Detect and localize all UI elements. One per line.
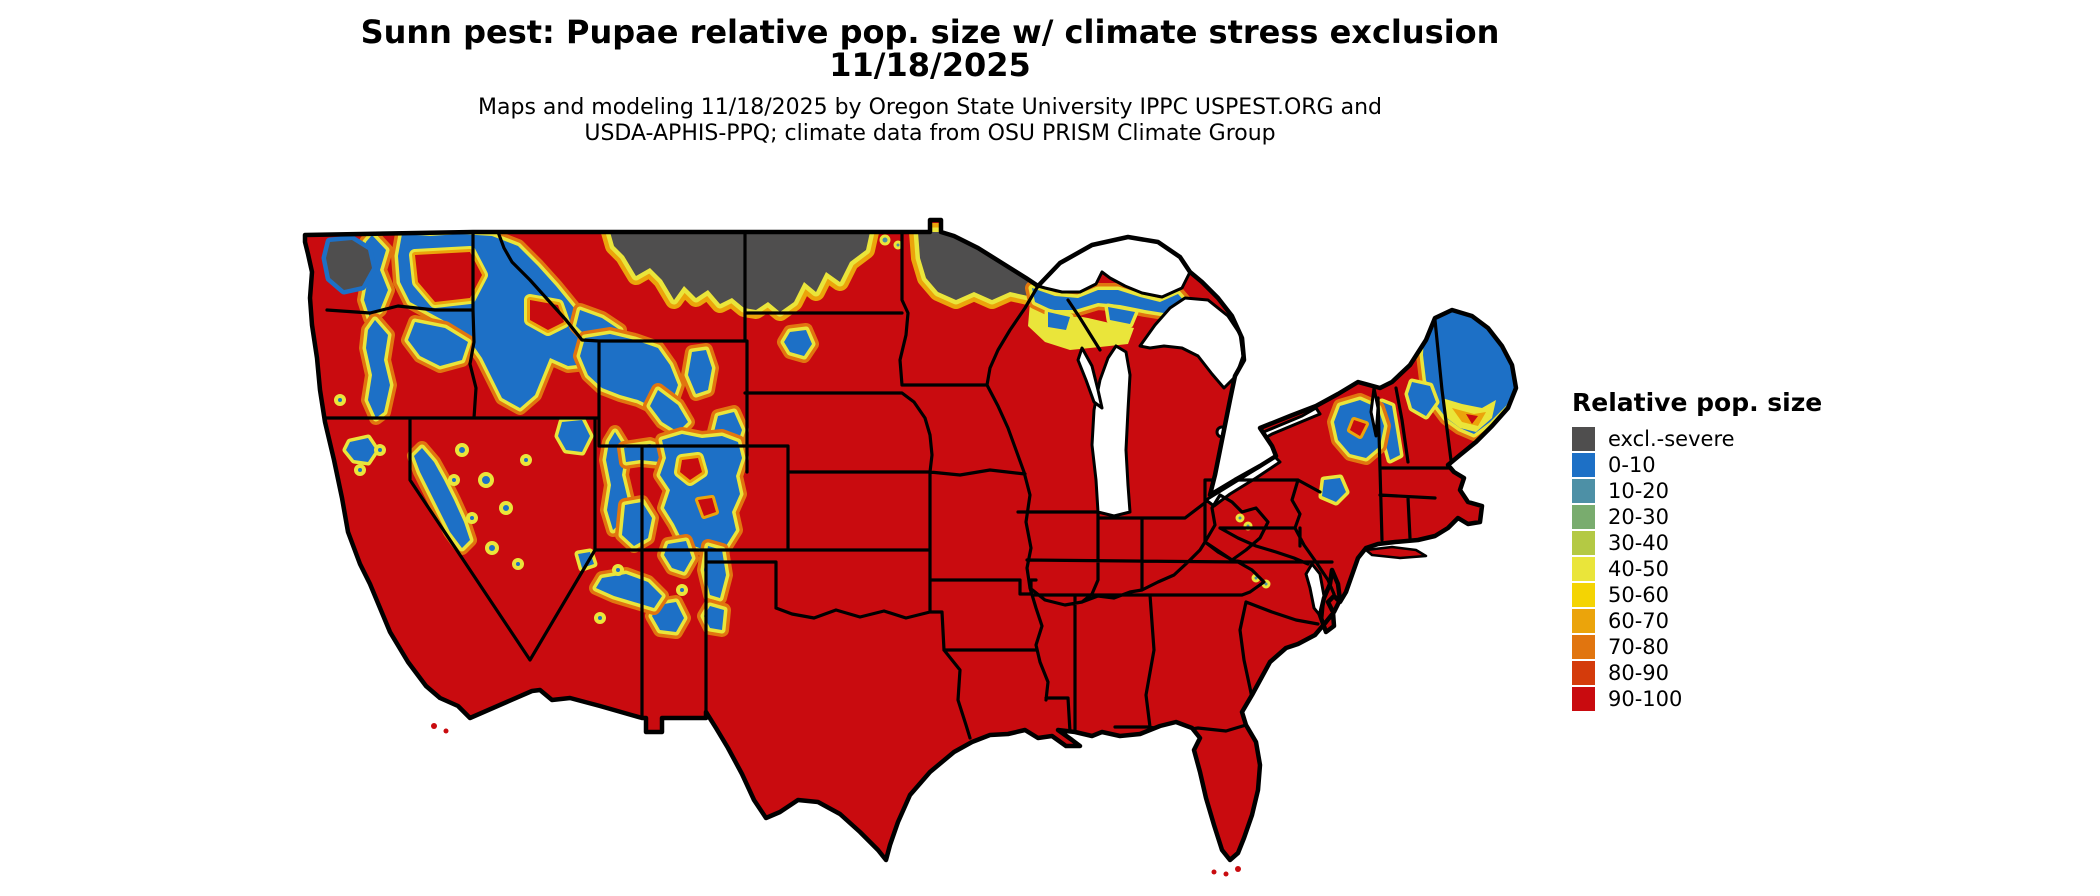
legend-label: 90-100 <box>1608 687 1683 711</box>
legend-title: Relative pop. size <box>1572 388 1823 417</box>
legend-label: 70-80 <box>1608 635 1670 659</box>
legend-row: 0-10 <box>1572 453 1822 477</box>
legend-label: 60-70 <box>1608 609 1670 633</box>
legend-swatch-p20_30 <box>1572 505 1595 529</box>
florida-keys-speck <box>1235 866 1241 872</box>
legend-swatch-excl <box>1572 427 1595 451</box>
map-subtitle-line1: Maps and modeling 11/18/2025 by Oregon S… <box>478 95 1382 121</box>
legend-swatch-p70_80 <box>1572 635 1595 659</box>
map-title-line1: Sunn pest: Pupae relative pop. size w/ c… <box>360 13 1500 51</box>
page-header: Sunn pest: Pupae relative pop. size w/ c… <box>0 16 1860 147</box>
map-title-line2: 11/18/2025 <box>829 45 1031 84</box>
legend-row: 30-40 <box>1572 531 1822 555</box>
us-map <box>230 150 1570 892</box>
legend-row: 20-30 <box>1572 505 1822 529</box>
map-raster-layers <box>316 230 1516 740</box>
legend-label: 50-60 <box>1608 583 1670 607</box>
legend-label: 20-30 <box>1608 505 1670 529</box>
islands <box>431 545 1428 877</box>
legend-swatch-p10_20 <box>1572 479 1595 503</box>
legend-row: excl.-severe <box>1572 427 1822 451</box>
legend: Relative pop. size excl.-severe 0-10 10-20… <box>1572 388 1822 713</box>
channel-islands-speck <box>431 723 437 729</box>
long-island <box>1364 545 1428 560</box>
legend-swatch-p40_50 <box>1572 557 1595 581</box>
legend-label: 80-90 <box>1608 661 1670 685</box>
map-subtitle-line2: USDA-APHIS-PPQ; climate data from OSU PR… <box>584 121 1276 147</box>
florida-keys-speck <box>1211 869 1217 875</box>
us-map-svg <box>230 150 1570 877</box>
map-subtitle: Maps and modeling 11/18/2025 by Oregon S… <box>0 95 1860 147</box>
legend-label: 40-50 <box>1608 557 1670 581</box>
legend-label: excl.-severe <box>1608 427 1735 451</box>
legend-swatch-p30_40 <box>1572 531 1595 555</box>
legend-swatch-p80_90 <box>1572 661 1595 685</box>
legend-row: 80-90 <box>1572 661 1822 685</box>
legend-row: 90-100 <box>1572 687 1822 711</box>
state-borders <box>316 230 1454 740</box>
legend-entries: excl.-severe 0-10 10-20 20-30 30-40 40-50 50-6… <box>1572 427 1822 711</box>
legend-swatch-p0_10 <box>1572 453 1595 477</box>
legend-row: 60-70 <box>1572 609 1822 633</box>
legend-label: 0-10 <box>1608 453 1656 477</box>
legend-swatch-p50_60 <box>1572 583 1595 607</box>
legend-label: 30-40 <box>1608 531 1670 555</box>
legend-row: 70-80 <box>1572 635 1822 659</box>
legend-swatch-p60_70 <box>1572 609 1595 633</box>
lake-michigan <box>1090 344 1132 518</box>
legend-label: 10-20 <box>1608 479 1670 503</box>
legend-row: 10-20 <box>1572 479 1822 503</box>
channel-islands-speck <box>443 728 449 734</box>
great-lakes <box>1036 235 1380 620</box>
legend-row: 40-50 <box>1572 557 1822 581</box>
green-bay <box>1076 346 1104 410</box>
florida-keys-speck <box>1223 871 1229 877</box>
legend-row: 50-60 <box>1572 583 1822 607</box>
chesapeake-bay <box>1304 562 1326 620</box>
legend-swatch-p90_100 <box>1572 687 1595 711</box>
